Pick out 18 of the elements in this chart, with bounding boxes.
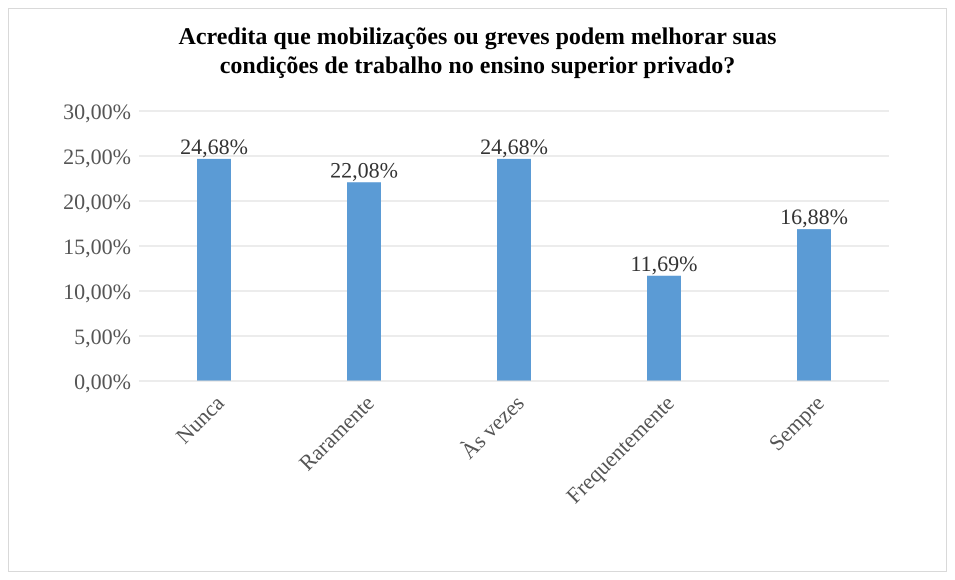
chart-title: Acredita que mobilizações ou greves podem melhorar suas condições de trabalho no ensino superior privado? [178, 23, 778, 81]
bar [647, 276, 681, 381]
data-label: 24,68% [480, 134, 548, 159]
bar [347, 182, 381, 381]
y-tick-label: 0,00% [74, 368, 131, 394]
bar [797, 229, 831, 381]
y-tick-label: 25,00% [63, 144, 131, 169]
data-label: 24,68% [180, 134, 248, 159]
data-label: 16,88% [780, 204, 848, 230]
y-tick-label: 30,00% [63, 98, 131, 124]
y-tick-label: 15,00% [63, 234, 131, 259]
data-label: 11,69% [630, 250, 698, 276]
y-tick-label: 20,00% [63, 188, 131, 214]
y-tick-label: 5,00% [74, 324, 131, 349]
y-tick-label: 10,00% [63, 278, 131, 304]
data-label: 22,08% [330, 157, 398, 182]
bar [197, 158, 231, 381]
bar [497, 158, 531, 381]
